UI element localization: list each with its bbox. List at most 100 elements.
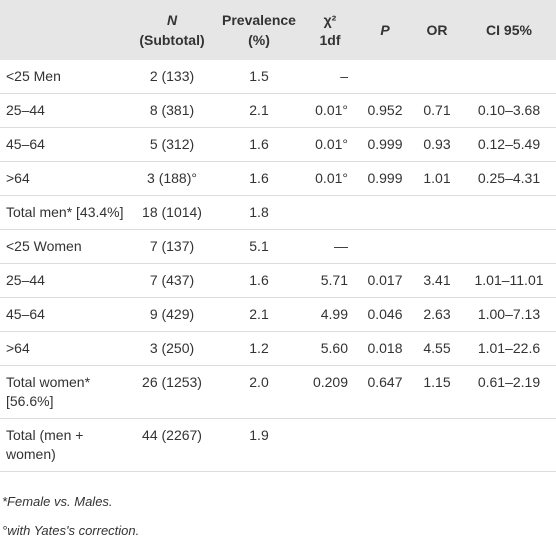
header-cell: χ² 1df (302, 0, 358, 60)
table-cell: 1.9 (216, 418, 302, 472)
footnote: *Female vs. Males. (2, 494, 113, 509)
header-cell: OR (412, 0, 462, 60)
empty-cell (358, 418, 412, 472)
table-cell: Total men* [43.4%] (0, 195, 128, 230)
table-cell: 25–44 (0, 93, 128, 128)
table-cell: 0.018 (358, 331, 412, 366)
table-row: 25–44 8 (381) 2.1 0.01° 0.952 0.71 0.10–3.68 (0, 93, 556, 128)
table-cell: 1.01–22.6 (462, 331, 556, 366)
empty-cell (462, 229, 556, 264)
empty-cell (412, 60, 462, 94)
header-cell (0, 0, 128, 60)
table-cell: 0.209 (302, 365, 358, 419)
table-cell: 3 (188)° (128, 161, 216, 196)
table-cell: 0.10–3.68 (462, 93, 556, 128)
table-cell: 0.12–5.49 (462, 127, 556, 162)
table-row: Total women* [56.6%] 26 (1253) 2.0 0.209 0.6… (0, 365, 556, 419)
table-cell: 0.999 (358, 161, 412, 196)
table-cell: — (302, 229, 358, 264)
table-cell: 0.01° (302, 161, 358, 196)
table-cell: 1.00–7.13 (462, 297, 556, 332)
table-cell: 3.41 (412, 263, 462, 298)
table-cell: 0.01° (302, 93, 358, 128)
table-cell: 0.61–2.19 (462, 365, 556, 419)
header-line: Prevalence (222, 12, 296, 28)
empty-cell (358, 229, 412, 264)
table-cell: 5.71 (302, 263, 358, 298)
table-cell: 44 (2267) (128, 418, 216, 472)
table-cell: 7 (137) (128, 229, 216, 264)
table-row: <25 Women 7 (137) 5.1— (0, 229, 556, 264)
header-line: (%) (248, 32, 270, 48)
header-line: χ² (323, 12, 337, 28)
empty-cell (412, 418, 462, 472)
table-cell: Total women* [56.6%] (0, 365, 128, 419)
table-cell: 1.6 (216, 263, 302, 298)
table-cell: >64 (0, 331, 128, 366)
header-cell: N (Subtotal) (128, 0, 216, 60)
empty-cell (302, 418, 358, 472)
header-line: CI 95% (486, 22, 532, 38)
table-cell: 45–64 (0, 127, 128, 162)
table-row: 45–64 9 (429) 2.1 4.99 0.046 2.63 1.00–7.13 (0, 297, 556, 332)
table-cell: 1.2 (216, 331, 302, 366)
header-cell: CI 95% (462, 0, 556, 60)
table-cell: 0.93 (412, 127, 462, 162)
empty-cell (358, 60, 412, 94)
footnotes: *Female vs. Males. °with Yates's correcti… (0, 494, 556, 539)
table-cell: 45–64 (0, 297, 128, 332)
table-cell: 2.1 (216, 93, 302, 128)
table-cell: Total (men + women) (0, 418, 128, 472)
table-cell: 1.6 (216, 127, 302, 162)
data-table: N (Subtotal) Prevalence (%) χ² 1df P OR CI 95% <… (0, 0, 556, 472)
table-cell: 4.55 (412, 331, 462, 366)
empty-cell (462, 195, 556, 230)
table-cell: >64 (0, 161, 128, 196)
header-cell: P (358, 0, 412, 60)
table-cell: 0.01° (302, 127, 358, 162)
table-cell: 1.01–11.01 (462, 263, 556, 298)
table-cell: 0.017 (358, 263, 412, 298)
empty-cell (462, 60, 556, 94)
table-cell: 1.5 (216, 60, 302, 94)
table-cell: 1.6 (216, 161, 302, 196)
table-cell: 2.1 (216, 297, 302, 332)
table-cell: 0.25–4.31 (462, 161, 556, 196)
header-line: N (166, 12, 178, 28)
table-cell: 5.60 (302, 331, 358, 366)
empty-cell (462, 418, 556, 472)
header-line: P (380, 22, 390, 38)
table-cell: 26 (1253) (128, 365, 216, 419)
table-cell: 25–44 (0, 263, 128, 298)
table-cell: 9 (429) (128, 297, 216, 332)
table-cell: 0.647 (358, 365, 412, 419)
table-cell: 2 (133) (128, 60, 216, 94)
empty-cell (302, 195, 358, 230)
table-row: >64 3 (250) 1.2 5.60 0.018 4.55 1.01–22.6 (0, 331, 556, 366)
table-cell: 0.952 (358, 93, 412, 128)
table-cell: 1.8 (216, 195, 302, 230)
empty-cell (412, 195, 462, 230)
header-line: (Subtotal) (139, 32, 205, 48)
table-cell: <25 Men (0, 60, 128, 94)
footnote: °with Yates's correction. (2, 523, 140, 538)
table-cell: 2.63 (412, 297, 462, 332)
table-cell: <25 Women (0, 229, 128, 264)
table-cell: 5.1 (216, 229, 302, 264)
table-cell: 3 (250) (128, 331, 216, 366)
table-cell: 7 (437) (128, 263, 216, 298)
empty-cell (358, 195, 412, 230)
header-row: N (Subtotal) Prevalence (%) χ² 1df P OR CI 95% (0, 0, 556, 60)
table-cell: 1.15 (412, 365, 462, 419)
table-cell: 18 (1014) (128, 195, 216, 230)
table-row: >64 3 (188)° 1.6 0.01° 0.999 1.01 0.25–4.31 (0, 161, 556, 196)
table-body: <25 Men 2 (133) 1.5–25–44 8 (381) 2.1 0.01° 0.… (0, 60, 556, 472)
header-line: 1df (319, 32, 341, 48)
table-cell: 0.999 (358, 127, 412, 162)
table-cell: 5 (312) (128, 127, 216, 162)
empty-cell (412, 229, 462, 264)
table-row: <25 Men 2 (133) 1.5– (0, 60, 556, 94)
table-cell: 4.99 (302, 297, 358, 332)
table-cell: 1.01 (412, 161, 462, 196)
